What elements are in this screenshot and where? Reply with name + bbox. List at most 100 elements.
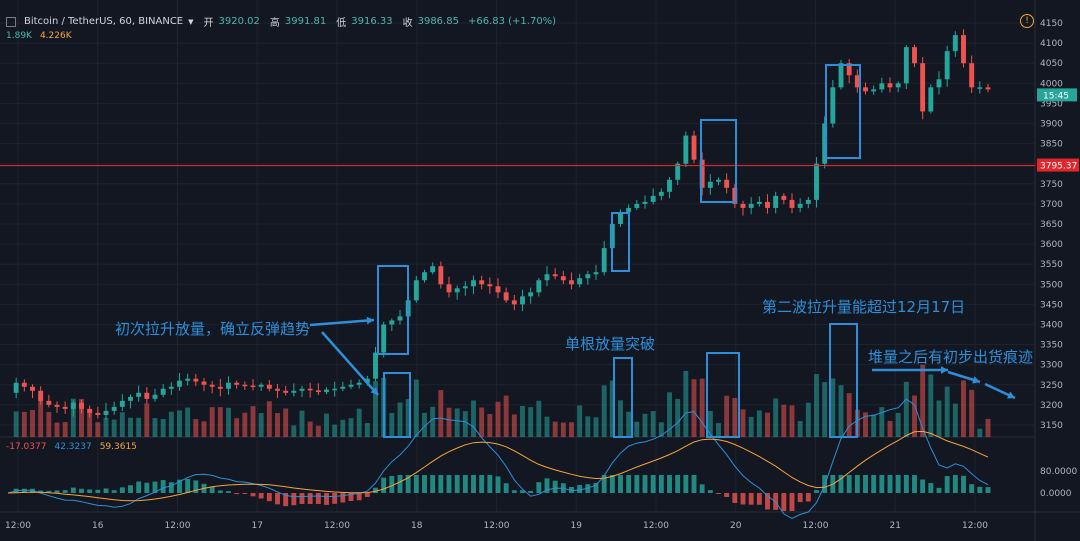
annotation-arrowhead xyxy=(366,316,374,325)
candle-body xyxy=(422,272,427,281)
candle-body xyxy=(683,135,689,164)
candle-body xyxy=(863,87,868,92)
volume-bar xyxy=(291,425,297,437)
annotation-box xyxy=(829,323,858,438)
candle-body xyxy=(13,382,19,393)
macd-histogram-bar xyxy=(773,493,779,510)
annotation-box xyxy=(383,372,411,438)
volume-bar xyxy=(438,390,444,437)
macd-histogram-bar xyxy=(863,475,868,493)
candle-body xyxy=(177,380,182,387)
price-tick-label: 3700 xyxy=(1040,200,1063,210)
candle-body xyxy=(54,404,60,407)
macd-histogram-bar xyxy=(315,493,321,504)
volume-bar xyxy=(87,410,93,437)
candle-body xyxy=(928,87,934,112)
volume-bar xyxy=(585,416,591,437)
macd-histogram-bar xyxy=(209,486,215,493)
volume-bar xyxy=(838,385,844,437)
macd-histogram-bar xyxy=(936,487,942,493)
macd-value-1: -17.0377 xyxy=(6,442,47,452)
volume-bar xyxy=(454,408,460,437)
volume-bar xyxy=(258,413,264,437)
annotation-arrowhead xyxy=(370,387,378,395)
volume-bar xyxy=(446,407,452,437)
annotation-first-rally: 初次拉升放量，确立反弹趋势 xyxy=(115,320,311,338)
time-tick-label: 21 xyxy=(890,521,901,531)
time-tick-label: 12:00 xyxy=(324,521,350,531)
macd-histogram-bar xyxy=(969,484,975,493)
volume-bar xyxy=(299,410,305,437)
volume-bar xyxy=(952,403,958,437)
macd-histogram-bar xyxy=(405,475,411,493)
volume-bar xyxy=(315,425,321,437)
macd-histogram-bar xyxy=(765,493,770,510)
collapse-icon[interactable] xyxy=(6,16,16,27)
macd-histogram-bar xyxy=(136,481,142,493)
candle-body xyxy=(920,63,926,112)
macd-histogram-bar xyxy=(324,493,329,505)
macd-histogram-bar xyxy=(152,481,158,493)
candle-body xyxy=(242,384,248,387)
macd-value-2: 42.3237 xyxy=(54,442,92,452)
macd-histogram-bar xyxy=(291,493,297,506)
candle-body xyxy=(217,386,223,389)
candle-body xyxy=(691,135,697,160)
volume-bar xyxy=(609,380,615,437)
volume-bar xyxy=(495,401,501,437)
volume-bar xyxy=(13,411,19,437)
macd-histogram-bar xyxy=(438,475,444,493)
price-tick-label: 3350 xyxy=(1040,341,1063,351)
volume-bar xyxy=(413,379,419,437)
candle-body xyxy=(854,75,860,88)
volume-bar xyxy=(128,417,133,437)
volume-bar xyxy=(560,422,566,437)
candle-body xyxy=(503,292,509,301)
current-price-label: 15:45 xyxy=(1043,91,1069,101)
candle-body xyxy=(675,163,681,180)
volume-bar xyxy=(226,407,231,437)
macd-histogram-bar xyxy=(838,475,844,493)
candle-body xyxy=(95,412,101,415)
candle-body xyxy=(454,288,460,293)
macd-slow-line xyxy=(7,430,989,502)
candle-body xyxy=(511,300,517,305)
volume-bar xyxy=(266,401,272,437)
candle-body xyxy=(446,284,452,293)
macd-histogram-bar xyxy=(920,479,926,493)
price-tick-label: 3400 xyxy=(1040,320,1063,330)
macd-value-3: 59.3615 xyxy=(99,442,137,452)
macd-histogram-bar xyxy=(903,475,909,493)
alert-icon[interactable]: ! xyxy=(1020,14,1034,28)
time-tick-label: 12:00 xyxy=(962,521,988,531)
candle-body xyxy=(438,266,444,285)
macd-histogram-bar xyxy=(503,483,509,493)
macd-histogram-bar xyxy=(397,475,403,493)
chevron-down-icon[interactable]: ▼ xyxy=(188,17,194,26)
macd-histogram-bar xyxy=(569,487,574,493)
candle-body xyxy=(193,378,199,382)
volume-bar xyxy=(348,418,354,437)
macd-histogram-bar xyxy=(111,490,117,493)
volume-bar xyxy=(871,414,877,437)
candle-body xyxy=(201,381,207,385)
macd-histogram-bar xyxy=(593,482,599,493)
macd-histogram-bar xyxy=(471,475,476,493)
volume-bar xyxy=(716,423,721,437)
price-tick-label: 3250 xyxy=(1040,381,1063,391)
volume-bar xyxy=(38,396,44,437)
candle-body xyxy=(838,63,844,88)
symbol-title[interactable]: Bitcoin / TetherUS, 60, BINANCE xyxy=(24,16,184,27)
volume-bar xyxy=(250,406,256,437)
volume-bar xyxy=(373,381,378,437)
candle-body xyxy=(781,195,787,200)
volume-bar xyxy=(95,422,101,437)
macd-histogram-bar xyxy=(356,493,362,501)
price-tick-label: 3200 xyxy=(1040,401,1063,411)
volume-bar xyxy=(307,421,313,437)
volume-bar xyxy=(544,416,550,437)
volume-bar xyxy=(699,378,705,437)
volume-ma-a: 1.89K xyxy=(6,31,32,41)
